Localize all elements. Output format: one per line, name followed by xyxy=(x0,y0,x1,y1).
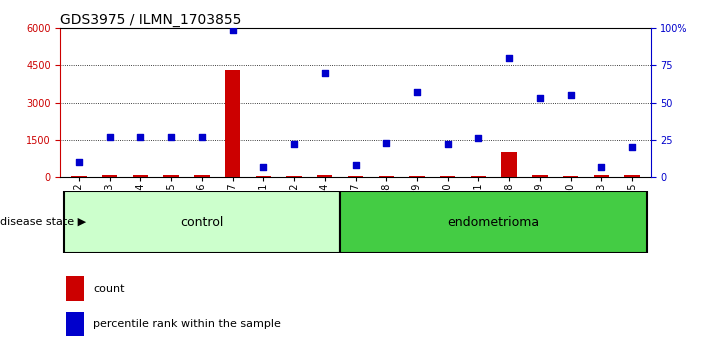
Bar xyxy=(340,191,648,253)
Point xyxy=(442,142,454,147)
Point xyxy=(534,95,545,101)
Bar xyxy=(66,312,84,336)
Text: endometrioma: endometrioma xyxy=(448,216,540,229)
Bar xyxy=(317,175,333,177)
Text: disease state ▶: disease state ▶ xyxy=(0,217,86,227)
Point xyxy=(596,164,607,170)
Point xyxy=(350,162,361,168)
Text: control: control xyxy=(180,216,223,229)
Point xyxy=(196,134,208,140)
Bar xyxy=(471,176,486,177)
Point xyxy=(289,142,300,147)
Bar xyxy=(348,176,363,177)
Point xyxy=(565,92,577,98)
Point xyxy=(503,55,515,61)
Bar xyxy=(164,175,178,177)
Bar xyxy=(225,70,240,177)
Bar xyxy=(378,176,394,177)
Bar xyxy=(102,175,117,177)
Bar xyxy=(287,176,301,177)
Bar xyxy=(533,175,547,177)
Bar xyxy=(501,152,517,177)
Text: count: count xyxy=(93,284,124,294)
Bar xyxy=(440,176,455,177)
Text: percentile rank within the sample: percentile rank within the sample xyxy=(93,319,281,329)
Bar xyxy=(410,176,424,177)
Point xyxy=(380,140,392,145)
Bar xyxy=(63,191,340,253)
Bar xyxy=(256,176,271,177)
Point xyxy=(227,27,238,33)
Point xyxy=(257,164,269,170)
Point xyxy=(134,134,146,140)
Point xyxy=(626,144,638,150)
Point xyxy=(319,70,331,76)
Text: GDS3975 / ILMN_1703855: GDS3975 / ILMN_1703855 xyxy=(60,13,242,27)
Bar xyxy=(133,175,148,177)
Bar xyxy=(563,176,578,177)
Point xyxy=(104,134,115,140)
Bar xyxy=(71,176,87,177)
Point xyxy=(166,134,177,140)
Bar xyxy=(66,276,84,301)
Point xyxy=(411,90,422,95)
Point xyxy=(73,159,85,165)
Bar xyxy=(194,175,210,177)
Point xyxy=(473,136,484,141)
Bar xyxy=(624,175,640,177)
Bar xyxy=(594,175,609,177)
